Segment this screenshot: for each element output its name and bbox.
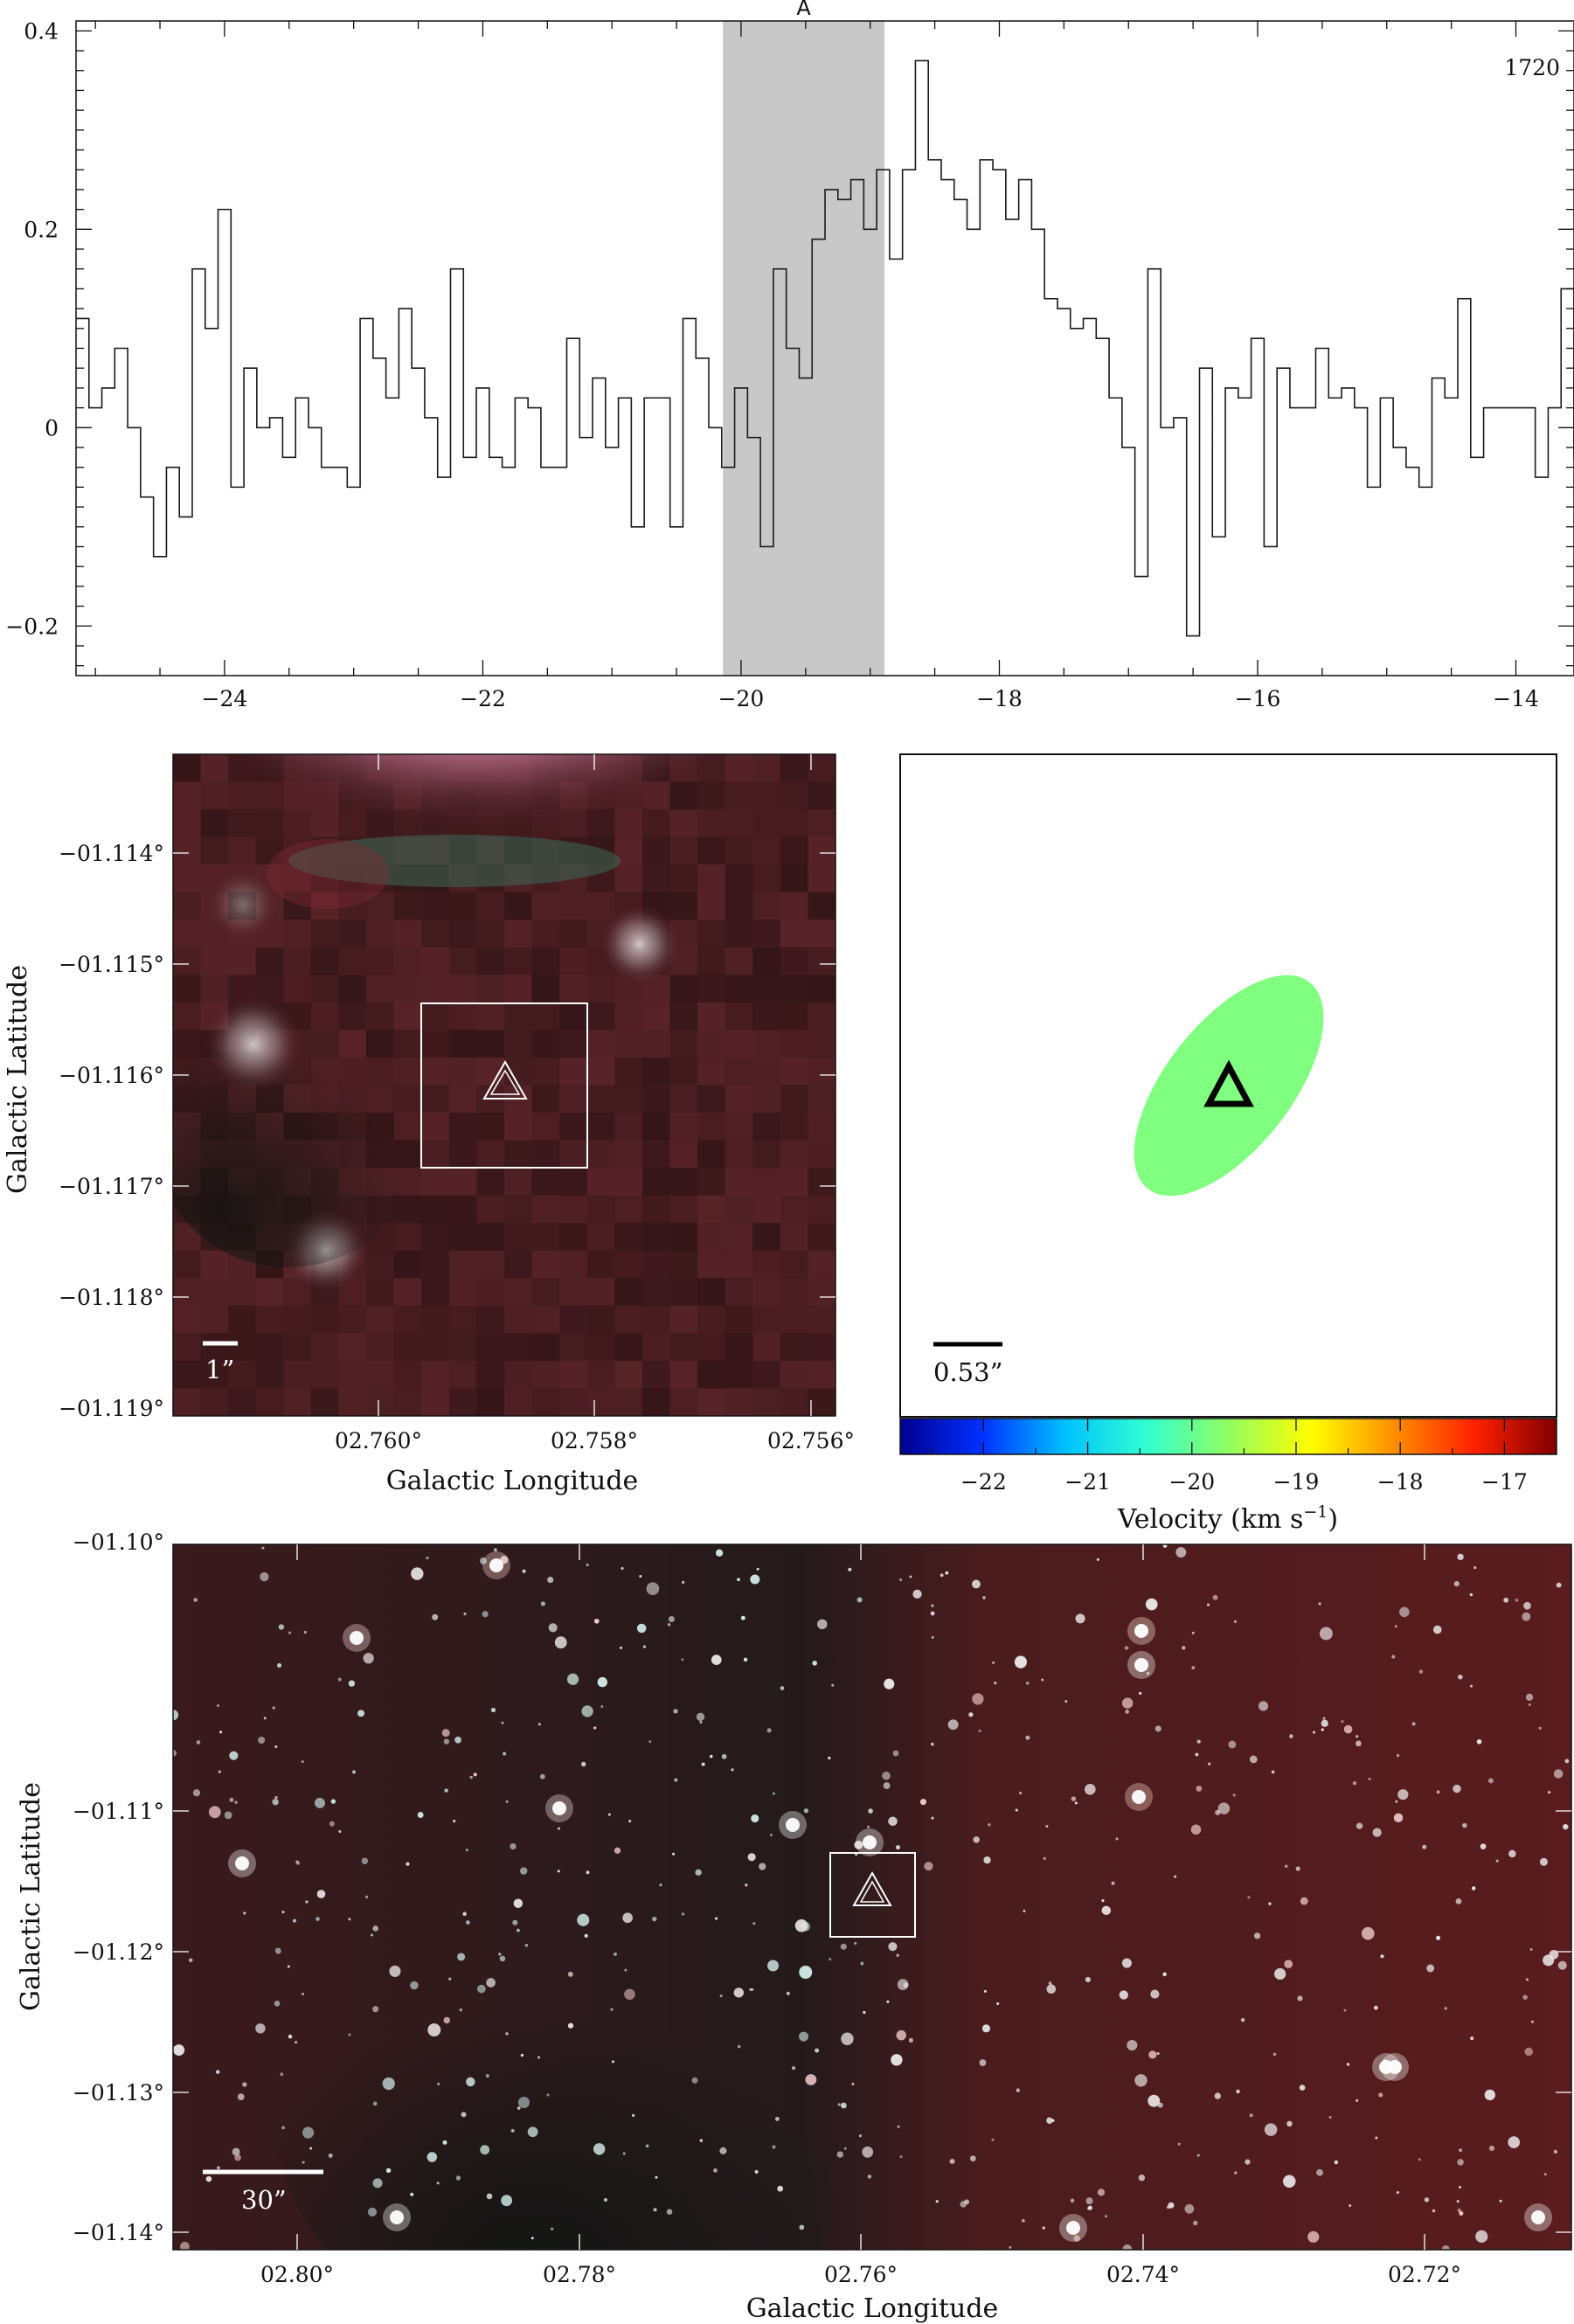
- cutout-image: 1”: [173, 754, 836, 1416]
- colorbar-tick-label: −21: [1064, 1469, 1111, 1495]
- cutout-lat-tick-label: −01.114°: [59, 841, 164, 866]
- spectrum-line: [76, 59, 1574, 637]
- spectrum-panel: A −24 −22 −20 −18 −16 −14 0.4 0.2 0 −0.2…: [5, 0, 1574, 711]
- cutout-frame: [172, 753, 836, 1417]
- colorbar-tick-label: −18: [1377, 1469, 1424, 1495]
- maser-triangle-marker: [482, 1059, 528, 1100]
- field-scalebar-label: 30”: [241, 2185, 287, 2215]
- field-ticks: [173, 1541, 1571, 2250]
- velocity-colorbar: [899, 1418, 1557, 1455]
- field-panel: 30” −01.10° −01.11° −01.12° −01.13° −01.…: [16, 1530, 1572, 2324]
- cutout-y-axis-title: Galactic Latitude: [3, 965, 33, 1194]
- spectrum-y-tick-label: 0.4: [24, 18, 59, 44]
- colorbar-tick-label: −17: [1481, 1469, 1528, 1495]
- maser-triangle-marker-inner: [489, 1069, 521, 1095]
- spectrum-x-tick-label: −22: [460, 686, 506, 711]
- velocity-highlight-band: [723, 21, 884, 676]
- spectrum-y-tick-label: 0: [45, 415, 59, 441]
- colorbar-tick-label: −19: [1273, 1469, 1320, 1495]
- cutout-lon-tick-labels: 02.760° 02.758° 02.756°: [335, 1428, 855, 1453]
- cutout-lat-tick-label: −01.118°: [59, 1285, 164, 1310]
- field-lat-tick-label: −01.13°: [73, 2080, 164, 2105]
- spectrum-x-tick-label: −14: [1493, 686, 1539, 711]
- colorbar-axis-title: Velocity (km s−1): [1117, 1502, 1338, 1535]
- field-lon-tick-label: 02.74°: [1106, 2262, 1180, 2287]
- field-lat-tick-label: −01.12°: [73, 1939, 164, 1965]
- cutout-lat-tick-label: −01.115°: [59, 952, 164, 977]
- cutout-lon-tick-label: 02.758°: [551, 1428, 638, 1453]
- source-id-label: 1720: [1504, 55, 1560, 80]
- field-triangle-marker-inner: [859, 1880, 885, 1903]
- colorbar-tick-label: −22: [960, 1469, 1007, 1495]
- velocity-map-panel: 0.53” −22 −21 −20 −19 −18 −17 Velocity (…: [899, 753, 1557, 1535]
- spectrum-x-tick-label: −20: [718, 686, 765, 711]
- maser-spot-ellipse: [1134, 975, 1324, 1197]
- cutout-lat-tick-label: −01.116°: [59, 1063, 164, 1088]
- spectrum-x-tick-label: −16: [1235, 686, 1281, 711]
- maser-position-triangle: [1203, 1059, 1254, 1107]
- field-image: 30”: [173, 1544, 1571, 2250]
- spectrum-y-tick-label: −0.2: [5, 614, 59, 639]
- field-y-axis-title: Galactic Latitude: [16, 1782, 46, 2011]
- cutout-lat-tick-label: −01.117°: [59, 1174, 164, 1199]
- highlight-band-label: A: [796, 0, 811, 20]
- field-x-axis-title: Galactic Longitude: [746, 2293, 999, 2324]
- spectrum-x-tick-labels: −24 −22 −20 −18 −16 −14: [202, 686, 1539, 711]
- cutout-ticks: [173, 754, 836, 1416]
- field-region-box: [829, 1852, 916, 1938]
- maser-region-box: [420, 1002, 588, 1169]
- colorbar-tick-labels: −22 −21 −20 −19 −18 −17: [960, 1469, 1528, 1495]
- spectrum-x-tick-label: −18: [976, 686, 1023, 711]
- spectrum-y-tick-label: 0.2: [24, 217, 59, 242]
- cutout-lat-tick-labels: −01.114° −01.115° −01.116° −01.117° −01.…: [59, 841, 164, 1421]
- velocity-map-scalebar-label: 0.53”: [933, 1357, 1002, 1387]
- colorbar-ticks: [931, 1419, 1506, 1454]
- field-lon-tick-labels: 02.80° 02.78° 02.76° 02.74° 02.72°: [260, 2262, 1461, 2287]
- field-frame: [172, 1544, 1572, 2251]
- spectrum-ticks: [76, 21, 1574, 676]
- field-lat-tick-labels: −01.10° −01.11° −01.12° −01.13° −01.14°: [73, 1530, 164, 2245]
- field-lon-tick-label: 02.78°: [543, 2262, 616, 2287]
- field-lon-tick-label: 02.72°: [1388, 2262, 1461, 2287]
- cutout-panel: 1” −01.114° −01.115° −01.116° −01.117° −…: [3, 753, 855, 1496]
- field-lon-tick-label: 02.80°: [260, 2262, 334, 2287]
- field-lat-tick-label: −01.10°: [73, 1530, 164, 1555]
- field-lat-tick-label: −01.11°: [73, 1799, 164, 1824]
- spectrum-x-tick-label: −24: [202, 686, 248, 711]
- cutout-lat-tick-label: −01.119°: [59, 1396, 164, 1421]
- cutout-lon-tick-label: 02.760°: [335, 1428, 422, 1453]
- cutout-scalebar-label: 1”: [205, 1355, 234, 1384]
- spectrum-y-tick-labels: 0.4 0.2 0 −0.2: [5, 18, 59, 639]
- field-triangle-marker: [852, 1870, 892, 1906]
- cutout-x-axis-title: Galactic Longitude: [386, 1466, 639, 1496]
- colorbar-tick-label: −20: [1168, 1469, 1215, 1495]
- field-lon-tick-label: 02.76°: [824, 2262, 898, 2287]
- field-lat-tick-label: −01.14°: [73, 2220, 164, 2245]
- cutout-lon-tick-label: 02.756°: [767, 1428, 855, 1453]
